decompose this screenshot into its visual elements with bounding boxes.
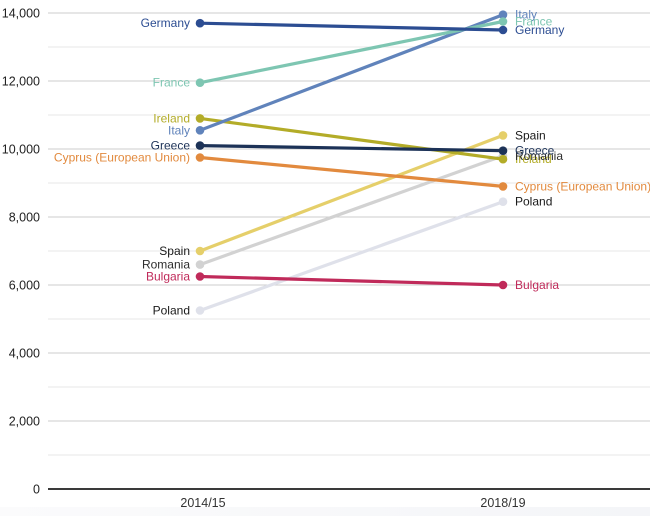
data-point-greece-right[interactable] [498,146,508,155]
series-greece [195,141,508,155]
series-italy [195,10,508,135]
series-line-italy [199,13,504,132]
series-label-right-poland: Poland [515,195,552,209]
series-line-cyprus-european-union [199,155,504,188]
series-label-right-italy: Italy [515,8,537,22]
data-point-romania-left[interactable] [195,260,205,269]
data-point-ireland-left[interactable] [195,114,205,123]
series-label-left-spain: Spain [159,244,190,258]
series-label-right-spain: Spain [515,128,546,142]
series-bulgaria [195,272,508,290]
series-label-right-france: France [515,15,553,29]
y-tick-label-10000: 10,000 [2,143,40,157]
data-point-cyprus-european-union-right[interactable] [498,182,508,191]
series-france [195,17,508,87]
data-point-cyprus-european-union-left[interactable] [195,153,205,162]
series-ireland [195,114,508,164]
y-tick-label-12000: 12,000 [2,75,40,89]
series-line-greece [199,144,504,153]
data-point-bulgaria-left[interactable] [195,272,205,281]
data-point-italy-left[interactable] [195,126,205,135]
series-line-bulgaria [199,274,504,287]
data-point-italy-right[interactable] [498,10,508,19]
data-point-france-left[interactable] [195,78,205,87]
data-point-spain-left[interactable] [195,246,205,256]
series-poland [195,197,508,315]
series-label-right-bulgaria: Bulgaria [515,278,559,292]
series-label-left-italy: Italy [168,123,190,137]
series-cyprus-european-union [195,153,508,191]
series-label-left-cyprus-european-union: Cyprus (European Union) [54,151,190,165]
y-tick-label-6000: 6,000 [9,279,40,293]
bottom-strip [0,507,650,516]
x-category-label-2018-19: 2018/19 [480,496,525,510]
data-point-poland-left[interactable] [195,306,205,315]
series-label-left-france: France [153,76,191,90]
series-line-ireland [199,116,504,161]
series-spain [195,131,508,256]
series-label-right-cyprus-european-union: Cyprus (European Union) [515,179,650,193]
series-line-france [199,19,504,85]
series-germany [195,18,508,35]
y-tick-label-2000: 2,000 [9,415,40,429]
data-point-france-right[interactable] [498,17,508,26]
data-point-germany-left[interactable] [195,18,205,28]
series-label-left-germany: Germany [141,16,190,30]
series-line-romania [199,154,504,267]
data-point-greece-left[interactable] [195,141,205,150]
series-label-right-germany: Germany [515,23,564,37]
y-tick-label-0: 0 [33,483,40,497]
series-label-left-romania: Romania [142,258,190,272]
series-label-left-poland: Poland [153,304,190,318]
data-point-poland-right[interactable] [498,197,508,206]
series-line-spain [199,133,504,253]
y-tick-label-14000: 14,000 [2,7,40,21]
data-point-ireland-right[interactable] [498,154,508,164]
y-tick-label-4000: 4,000 [9,347,40,361]
data-point-bulgaria-right[interactable] [498,280,508,290]
x-category-label-2014-15: 2014/15 [180,496,225,510]
series-label-right-romania: Romania [515,149,563,163]
series-line-germany [199,21,504,32]
data-point-spain-right[interactable] [498,131,508,140]
data-point-germany-right[interactable] [498,25,508,35]
series-label-right-ireland: Ireland [515,152,552,166]
series-label-left-greece: Greece [151,139,191,153]
series-line-poland [199,200,504,313]
series-label-left-bulgaria: Bulgaria [146,270,190,284]
series-label-right-greece: Greece [515,144,555,158]
series-label-left-ireland: Ireland [153,111,190,125]
y-tick-label-8000: 8,000 [9,211,40,225]
